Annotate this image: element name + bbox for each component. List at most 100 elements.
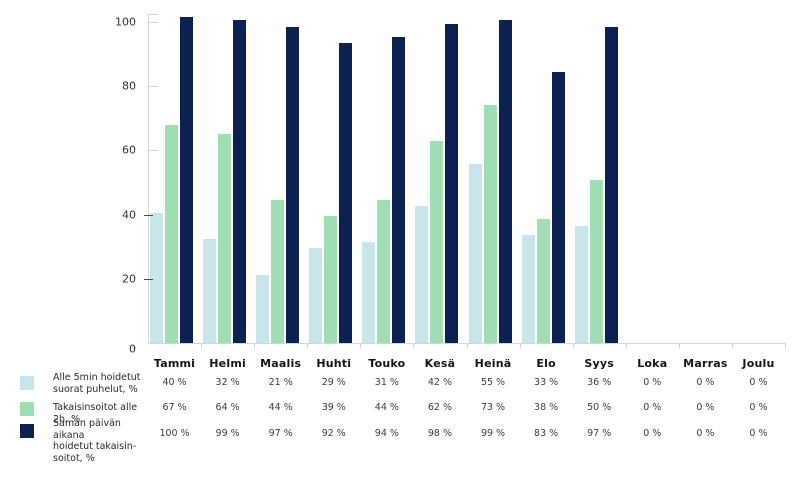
bar-series2-syys [589,180,603,343]
value-cell-series2-syys: 50 % [587,402,612,413]
month-label-joulu: Joulu [742,357,775,370]
value-cell-series2-marras: 0 % [696,402,715,413]
bar-series2-tammi [165,124,178,343]
bar-series3-helmi [233,20,247,343]
y-tick-20 [144,278,153,280]
bar-series1-touko [362,241,376,343]
bar-series3-touko [392,36,406,343]
month-label-loka: Loka [637,357,668,370]
value-cell-series1-kesä: 42 % [427,377,453,388]
bar-series2-helmi [218,134,232,343]
x-axis-group-tick [466,343,468,348]
bar-series3-huhti [339,43,353,343]
value-cell-series1-helmi: 32 % [215,377,240,388]
value-cell-series2-heinä: 73 % [480,402,506,413]
x-axis-group-tick [625,343,627,348]
bar-series1-helmi [203,238,217,343]
bar-series2-huhti [324,215,338,343]
value-cell-series3-elo: 83 % [534,428,559,439]
y-tick-60 [147,150,158,152]
value-cell-series1-loka: 0 % [643,377,662,388]
value-cell-series2-tammi: 67 % [162,402,187,413]
y-tick-100 [147,22,158,23]
bar-series3-kesä [445,23,459,343]
value-cell-series3-touko: 94 % [374,428,399,439]
value-cell-series2-touko: 44 % [374,402,399,413]
month-label-syys: Syys [584,357,615,370]
bar-series1-tammi [150,212,163,343]
legend-label-same-day-callbacks: Saman päivän aikana hoidetut takaisin- s… [53,418,137,464]
value-cell-series1-joulu: 0 % [749,377,768,388]
x-axis-group-tick [254,343,256,348]
value-cell-series3-joulu: 0 % [749,428,768,439]
value-cell-series3-huhti: 92 % [321,428,346,439]
month-label-heinä: Heinä [474,357,512,370]
month-label-helmi: Helmi [209,357,246,370]
bar-series2-heinä [483,105,497,343]
x-axis-group-tick [201,343,203,348]
value-cell-series2-joulu: 0 % [749,402,768,413]
value-cell-series3-loka: 0 % [643,428,662,439]
bar-series1-heinä [468,163,482,343]
bar-series3-tammi [180,17,193,343]
y-axis-label-0: 0 [129,342,136,356]
bar-series1-syys [574,225,588,343]
y-tick-40 [144,214,153,216]
month-label-touko: Touko [368,357,406,370]
value-cell-series1-syys: 36 % [587,377,612,388]
value-cell-series1-huhti: 29 % [321,377,346,388]
y-axis-label-100: 100 [115,15,136,29]
value-cell-series2-loka: 0 % [643,402,662,413]
legend-swatch-same-day-callbacks-icon [20,424,34,438]
y-axis-top-cap [147,14,158,15]
y-axis-label-80: 80 [122,79,136,93]
bar-series3-maalis [286,26,300,343]
x-axis-group-tick [731,343,733,348]
value-cell-series1-elo: 33 % [534,377,559,388]
month-label-kesä: Kesä [424,357,456,370]
x-axis-group-tick [360,343,362,348]
value-cell-series3-maalis: 97 % [268,428,293,439]
value-cell-series1-touko: 31 % [374,377,399,388]
value-cell-series3-kesä: 98 % [427,428,453,439]
legend-label-callbacks-2h: Takaisinsoitot alle 2h, % [53,402,138,425]
value-cell-series2-helmi: 64 % [215,402,240,413]
bar-series3-elo [551,72,565,343]
y-axis-label-40: 40 [122,208,136,222]
bar-series1-huhti [309,248,323,343]
bar-series2-maalis [271,199,285,343]
x-axis-group-tick [307,343,309,348]
legend-label-direct-calls: Alle 5min hoidetut suorat puhelut, % [53,372,141,395]
x-axis-group-tick [413,343,415,348]
value-cell-series2-kesä: 62 % [427,402,453,413]
x-axis-group-tick [785,343,786,348]
y-axis-label-20: 20 [122,272,136,286]
value-cell-series3-marras: 0 % [696,428,715,439]
bar-series3-heinä [498,20,512,343]
legend-swatch-direct-calls-icon [20,376,34,390]
x-axis-group-tick [519,343,521,348]
value-cell-series1-tammi: 40 % [162,377,187,388]
plot-area [148,14,785,343]
bar-series3-syys [604,26,618,343]
value-cell-series3-tammi: 100 % [159,428,190,439]
y-axis-label-60: 60 [122,143,136,157]
value-cell-series1-maalis: 21 % [268,377,293,388]
value-cell-series1-heinä: 55 % [480,377,506,388]
bar-series2-kesä [430,140,444,343]
value-cell-series2-maalis: 44 % [268,402,293,413]
bar-series2-elo [536,219,550,343]
bar-series1-elo [521,235,535,343]
month-label-huhti: Huhti [316,357,352,370]
bar-series1-kesä [415,206,429,343]
month-label-maalis: Maalis [260,357,302,370]
month-label-marras: Marras [683,357,728,370]
value-cell-series3-helmi: 99 % [215,428,240,439]
value-cell-series3-heinä: 99 % [480,428,506,439]
value-cell-series1-marras: 0 % [696,377,715,388]
bar-series1-maalis [256,274,270,343]
x-axis-group-tick [678,343,680,348]
legend-swatch-callbacks-2h-icon [20,402,34,416]
value-cell-series2-elo: 38 % [534,402,559,413]
